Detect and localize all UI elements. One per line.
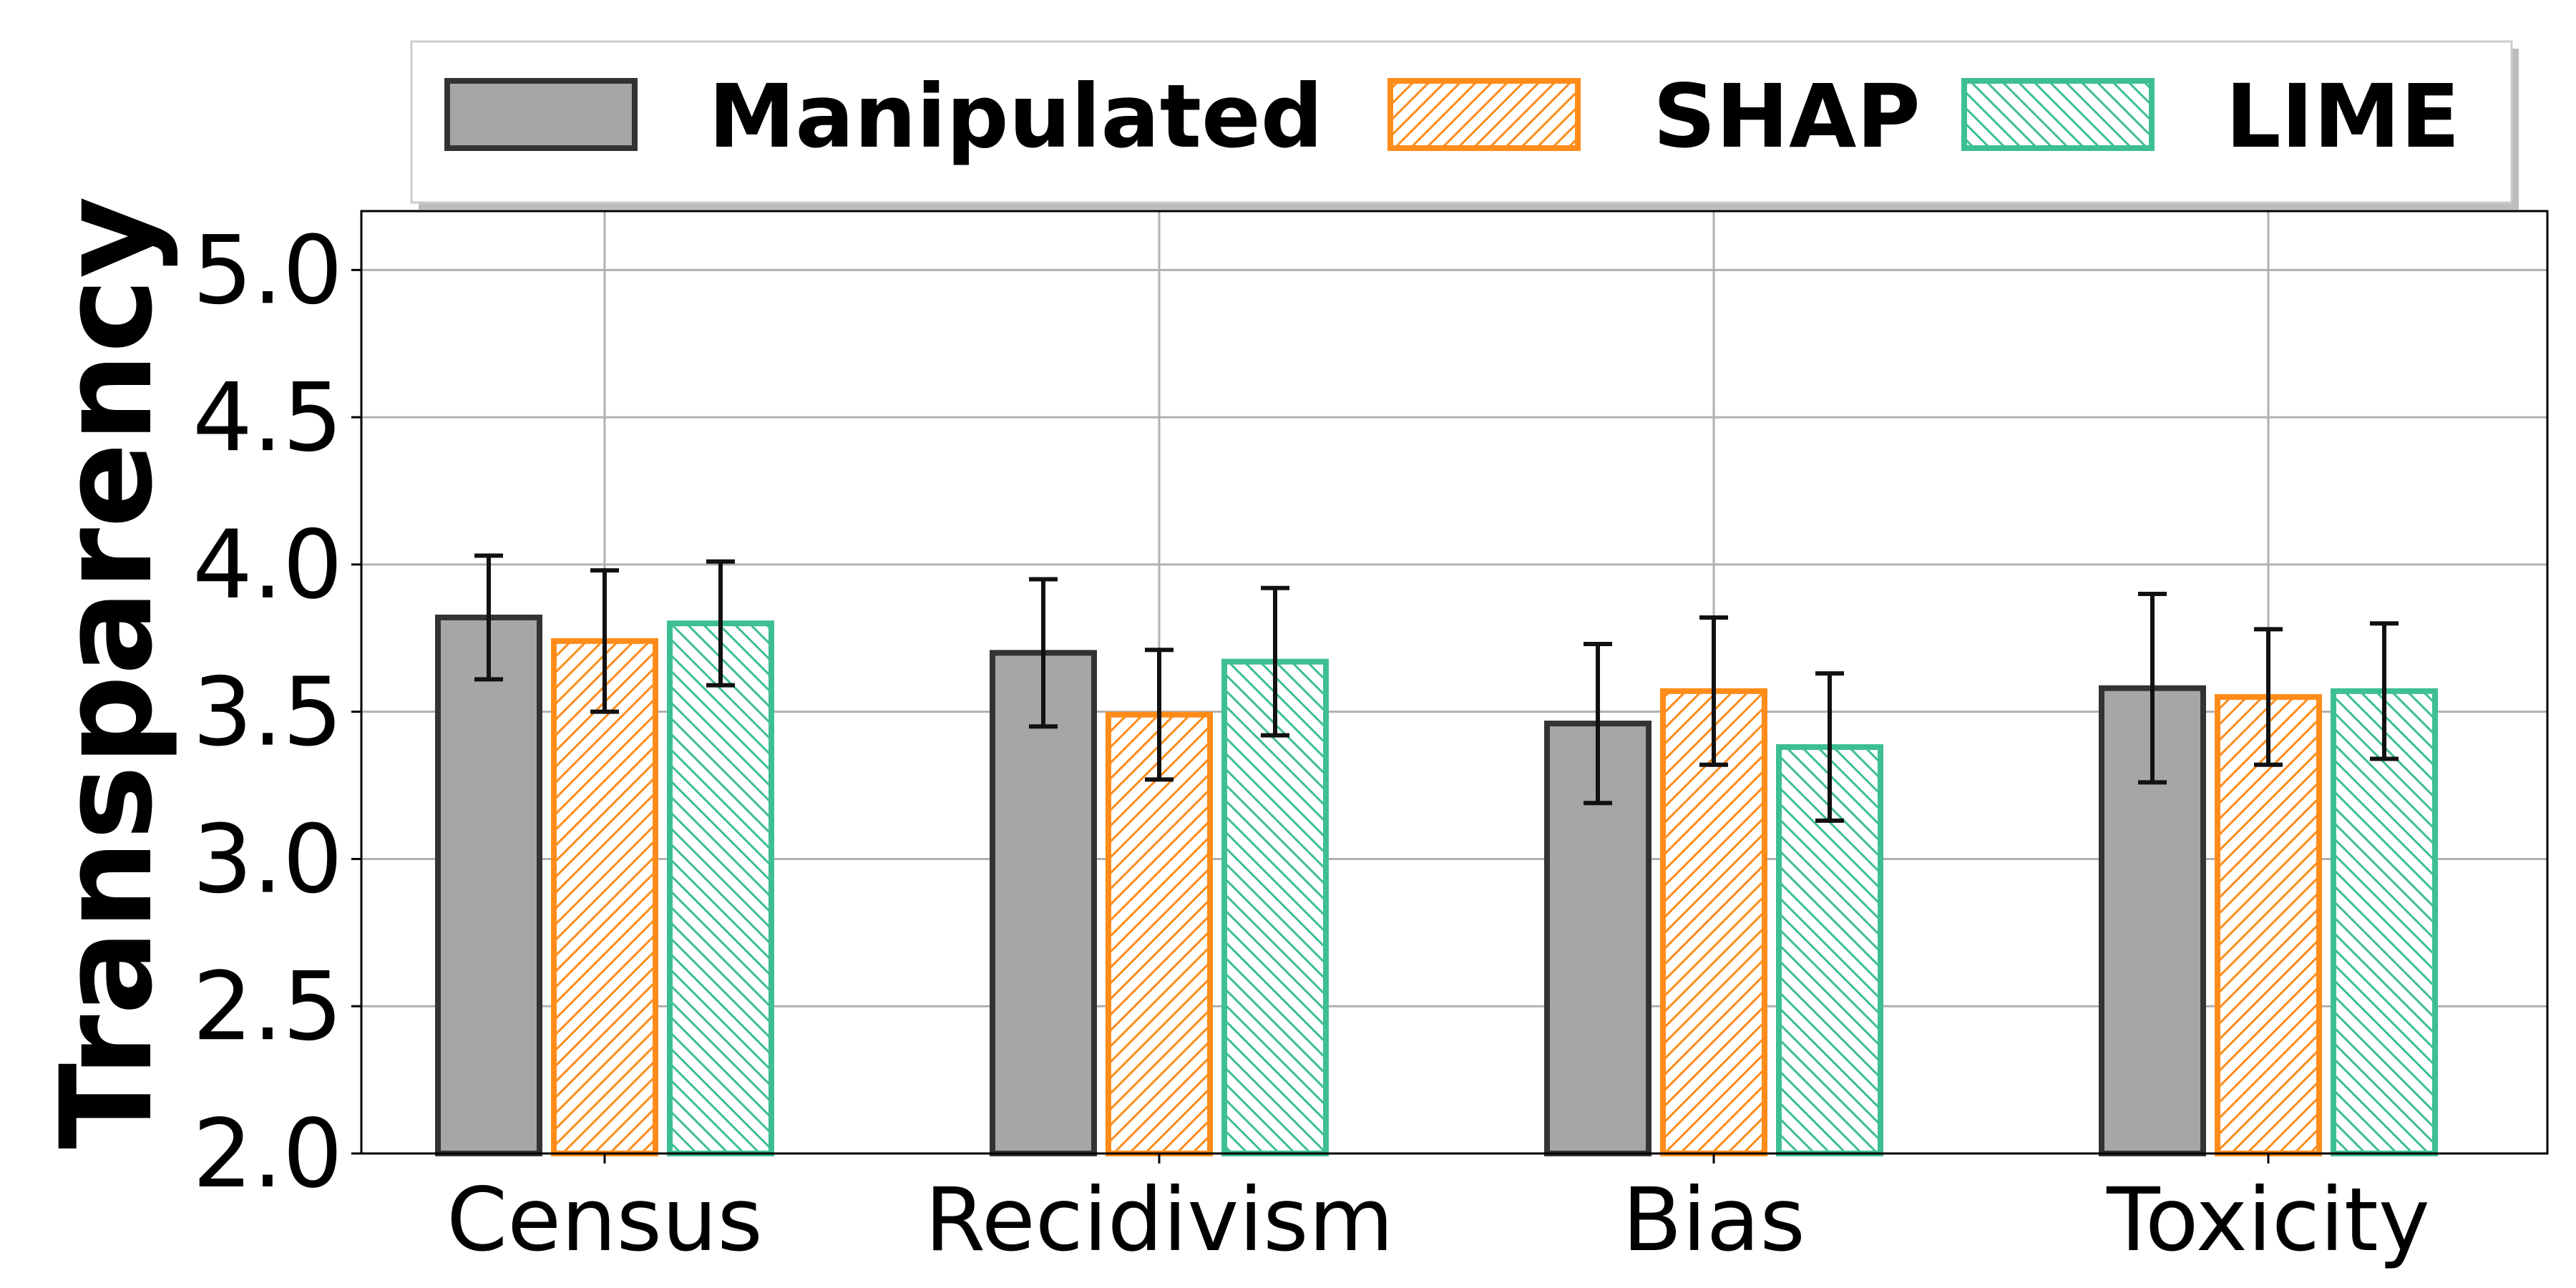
y-tick-label: 4.0 — [192, 510, 343, 620]
legend-label-lime: LIME — [2225, 66, 2460, 167]
y-tick-label: 5.0 — [192, 215, 343, 326]
bar-shap — [1660, 688, 1767, 1156]
bar-shap — [551, 638, 658, 1156]
bars — [435, 614, 2438, 1156]
bar-manipulated — [990, 650, 1097, 1156]
y-tick-label: 2.0 — [192, 1099, 343, 1209]
x-tick-label: Bias — [1622, 1169, 1805, 1271]
legend-items: Manipulated SHAP LIME — [444, 66, 2460, 167]
legend-swatch-shap — [1387, 78, 1581, 151]
bar-shap — [2215, 694, 2322, 1156]
legend-swatch-manipulated — [444, 78, 638, 151]
y-tick-label: 3.0 — [192, 804, 343, 914]
y-tick-label: 4.5 — [192, 363, 343, 473]
x-tick-label: Census — [447, 1169, 763, 1271]
x-tick-label: Recidivism — [924, 1169, 1393, 1271]
error-bars — [474, 553, 2399, 823]
y-axis-label: Transparency — [34, 196, 180, 1149]
plot-frame — [360, 210, 2549, 1155]
legend-label-manipulated: Manipulated — [708, 66, 1323, 167]
bar-lime — [2331, 688, 2438, 1156]
legend-swatch-lime — [1961, 78, 2155, 151]
bar-manipulated — [435, 614, 542, 1156]
legend-label-shap: SHAP — [1653, 66, 1921, 167]
x-tick-label: Toxicity — [2106, 1169, 2430, 1271]
y-tick-label: 3.5 — [192, 658, 343, 768]
bar-lime — [667, 620, 774, 1156]
bar-shap — [1106, 711, 1213, 1156]
axis-ticks: 2.0 2.5 3.0 3.5 4.0 4.5 5.0 Census Recidivism Bia… — [192, 215, 2430, 1271]
y-tick-label: 2.5 — [192, 952, 343, 1062]
legend: Manipulated SHAP LIME — [410, 40, 2519, 210]
bar-lime — [1221, 658, 1329, 1156]
